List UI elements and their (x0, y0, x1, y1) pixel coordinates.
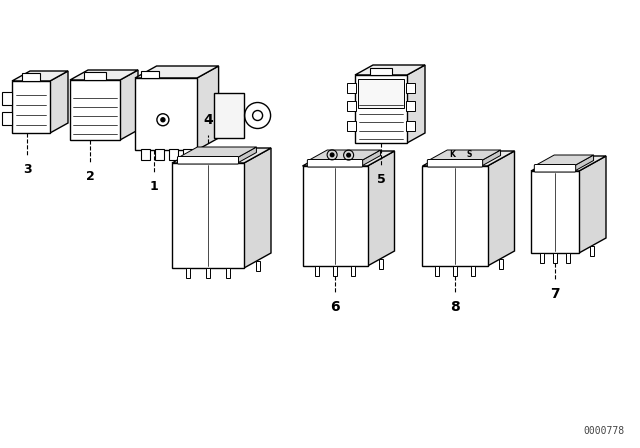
Bar (355, 75, 407, 143)
Circle shape (161, 118, 165, 122)
Polygon shape (135, 66, 219, 78)
Polygon shape (303, 151, 394, 166)
Polygon shape (579, 156, 606, 253)
Bar (172, 163, 244, 268)
Polygon shape (407, 65, 425, 143)
Polygon shape (355, 65, 425, 75)
Bar (531, 171, 579, 253)
Bar (22, 73, 40, 81)
Polygon shape (488, 151, 515, 266)
Polygon shape (244, 148, 271, 268)
Text: 7: 7 (550, 287, 560, 301)
Bar (169, 149, 178, 160)
Polygon shape (575, 155, 593, 171)
Bar (370, 68, 392, 75)
Bar (406, 83, 415, 93)
Polygon shape (308, 150, 381, 160)
Bar (591, 246, 595, 255)
Polygon shape (422, 151, 515, 166)
Bar (206, 268, 210, 278)
Bar (2, 112, 12, 125)
Polygon shape (482, 150, 500, 166)
Bar (566, 253, 570, 263)
Polygon shape (70, 70, 138, 80)
Bar (214, 93, 244, 138)
Polygon shape (120, 70, 138, 140)
FancyBboxPatch shape (428, 159, 483, 167)
Bar (406, 121, 415, 131)
Bar (358, 79, 404, 108)
Polygon shape (12, 71, 68, 81)
Text: 5: 5 (376, 173, 385, 186)
Bar (347, 121, 356, 131)
Bar (141, 71, 159, 78)
Polygon shape (237, 147, 257, 163)
Bar (226, 268, 230, 278)
Bar (315, 266, 319, 276)
Bar (406, 101, 415, 111)
Bar (422, 166, 488, 266)
Bar (351, 266, 355, 276)
Polygon shape (362, 150, 381, 166)
Bar (471, 266, 475, 276)
Circle shape (347, 153, 351, 157)
Text: 3: 3 (23, 163, 31, 176)
Text: 1: 1 (149, 180, 158, 193)
Bar (540, 253, 543, 263)
Text: K: K (450, 150, 456, 159)
Bar (255, 260, 259, 271)
Bar (435, 266, 439, 276)
Polygon shape (535, 155, 593, 165)
Polygon shape (50, 71, 68, 133)
Polygon shape (197, 66, 219, 150)
Bar (499, 258, 503, 268)
Bar (2, 92, 12, 105)
Bar (333, 266, 337, 276)
Bar (84, 72, 106, 80)
Bar (12, 81, 50, 133)
FancyBboxPatch shape (177, 156, 239, 164)
Bar (347, 83, 356, 93)
Text: 6: 6 (330, 300, 340, 314)
Bar (379, 258, 383, 268)
FancyBboxPatch shape (534, 164, 576, 172)
Bar (141, 149, 150, 160)
Bar (453, 266, 457, 276)
Bar (347, 101, 356, 111)
Bar (553, 253, 557, 263)
Polygon shape (367, 151, 394, 266)
FancyBboxPatch shape (307, 159, 363, 167)
Bar (303, 166, 367, 266)
Polygon shape (172, 148, 271, 163)
Bar (70, 80, 120, 140)
Bar (183, 149, 192, 160)
Text: 0000778: 0000778 (584, 426, 625, 436)
Bar (155, 149, 164, 160)
Text: 8: 8 (450, 300, 460, 314)
Bar (135, 78, 197, 150)
Polygon shape (531, 156, 606, 171)
Circle shape (330, 153, 334, 157)
Bar (186, 268, 190, 278)
Polygon shape (179, 147, 257, 158)
Text: 2: 2 (86, 170, 94, 183)
Polygon shape (428, 150, 500, 160)
Text: S: S (467, 150, 472, 159)
Text: 4: 4 (203, 113, 213, 127)
